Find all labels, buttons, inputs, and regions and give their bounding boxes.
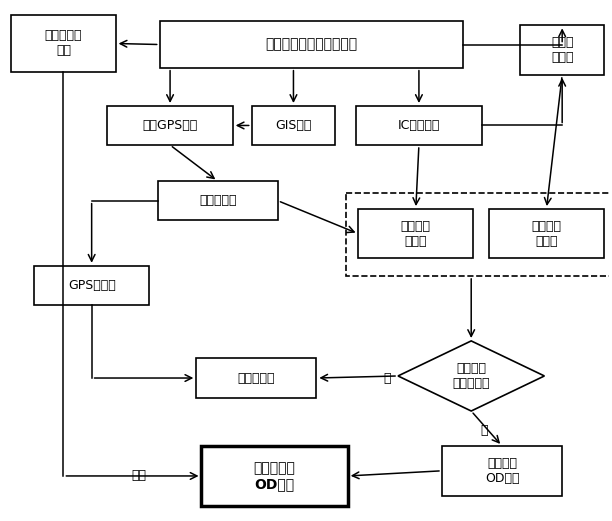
Bar <box>160 21 463 68</box>
Text: 换乘刷卡
数据库: 换乘刷卡 数据库 <box>531 220 561 247</box>
Bar <box>358 209 473 258</box>
Bar <box>356 106 482 145</box>
Bar <box>520 26 604 75</box>
Text: 是: 是 <box>480 424 488 437</box>
Text: 站点刷卡
OD矩阵: 站点刷卡 OD矩阵 <box>485 457 520 485</box>
Text: 乘客换
乘矩阵: 乘客换 乘矩阵 <box>551 36 573 64</box>
Text: GIS数据: GIS数据 <box>275 119 312 132</box>
Text: 未匹配数据: 未匹配数据 <box>237 371 275 384</box>
Bar <box>489 209 604 258</box>
Bar <box>442 446 562 495</box>
Text: 车辆GPS数据: 车辆GPS数据 <box>143 119 198 132</box>
Text: 扩样: 扩样 <box>131 469 146 482</box>
Text: GPS数据库: GPS数据库 <box>68 279 116 292</box>
Bar <box>34 266 149 305</box>
Polygon shape <box>398 341 545 411</box>
Text: 全线路站点
OD矩阵: 全线路站点 OD矩阵 <box>254 461 296 491</box>
Bar <box>11 15 116 72</box>
Text: 站点数据库: 站点数据库 <box>199 194 236 207</box>
Text: 否: 否 <box>384 371 391 384</box>
Text: IC刷卡数据: IC刷卡数据 <box>398 119 440 132</box>
Bar <box>196 358 316 398</box>
Text: 采集公交运行、运营数据: 采集公交运行、运营数据 <box>265 38 357 52</box>
Bar <box>346 193 612 276</box>
Text: 所有数据
是否匹配完: 所有数据 是否匹配完 <box>452 362 490 390</box>
Bar <box>107 106 233 145</box>
Bar <box>157 181 278 220</box>
Text: 单线刷卡
数据库: 单线刷卡 数据库 <box>401 220 431 247</box>
Bar <box>252 106 335 145</box>
Text: 日公交运营
收入: 日公交运营 收入 <box>45 30 82 57</box>
Bar <box>201 446 348 506</box>
